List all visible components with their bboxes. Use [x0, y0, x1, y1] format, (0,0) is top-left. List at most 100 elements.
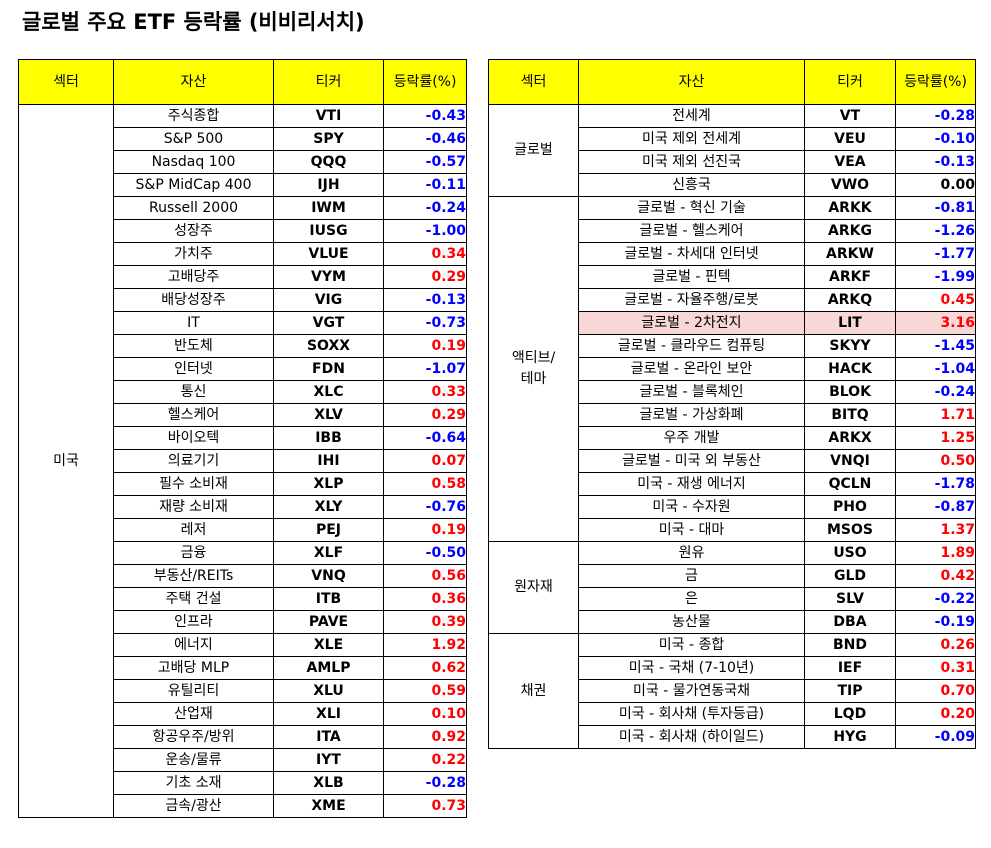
- table-row: 레저 PEJ 0.19: [19, 518, 467, 542]
- asset-cell: 항공우주/방위: [113, 725, 274, 749]
- change-cell: 0.19: [383, 518, 467, 542]
- ticker-cell: VNQI: [804, 449, 896, 473]
- change-cell: 0.29: [383, 265, 467, 289]
- table-row: 글로벌 - 미국 외 부동산 VNQI 0.50: [489, 449, 976, 473]
- asset-cell: 글로벌 - 블록체인: [578, 380, 805, 404]
- table-row: 의료기기 IHI 0.07: [19, 449, 467, 473]
- ticker-cell: XME: [273, 794, 384, 818]
- ticker-cell: QQQ: [273, 150, 384, 174]
- sector-cell: 액티브/ 테마: [488, 196, 579, 542]
- table-row: Nasdaq 100 QQQ -0.57: [19, 150, 467, 174]
- table-row: 고배당 MLP AMLP 0.62: [19, 656, 467, 680]
- ticker-cell: SKYY: [804, 334, 896, 358]
- table-row: 농산물 DBA -0.19: [489, 610, 976, 634]
- table-row: 우주 개발 ARKX 1.25: [489, 426, 976, 450]
- asset-cell: Russell 2000: [113, 196, 274, 220]
- table-row: 글로벌 - 핀텍 ARKF -1.99: [489, 265, 976, 289]
- table-row: 유틸리티 XLU 0.59: [19, 679, 467, 703]
- change-cell: -0.81: [895, 196, 976, 220]
- change-cell: 0.59: [383, 679, 467, 703]
- asset-cell: 유틸리티: [113, 679, 274, 703]
- asset-cell: 미국 - 회사채 (투자등급): [578, 702, 805, 726]
- us-etf-table: 섹터 자산 티커 등락률(%) 미국 주식종합 VTI -0.43 S&P 500 SPY…: [18, 59, 467, 818]
- asset-cell: 금속/광산: [113, 794, 274, 818]
- ticker-cell: VGT: [273, 311, 384, 335]
- asset-cell: 주식종합: [113, 104, 274, 128]
- change-cell: 0.73: [383, 794, 467, 818]
- change-cell: 0.07: [383, 449, 467, 473]
- asset-cell: 전세계: [578, 104, 805, 128]
- ticker-cell: XLY: [273, 495, 384, 519]
- change-cell: -0.10: [895, 127, 976, 151]
- asset-cell: 고배당주: [113, 265, 274, 289]
- asset-cell: 미국 제외 선진국: [578, 150, 805, 174]
- asset-cell: 인터넷: [113, 357, 274, 381]
- table-row: 인터넷 FDN -1.07: [19, 357, 467, 381]
- ticker-cell: AMLP: [273, 656, 384, 680]
- asset-cell: 글로벌 - 클라우드 컴퓨팅: [578, 334, 805, 358]
- change-cell: -1.04: [895, 357, 976, 381]
- table-row: 반도체 SOXX 0.19: [19, 334, 467, 358]
- table-row: 미국 - 물가연동국채 TIP 0.70: [489, 679, 976, 703]
- ticker-cell: XLU: [273, 679, 384, 703]
- table-row: 미국 - 회사채 (하이일드) HYG -0.09: [489, 725, 976, 749]
- ticker-cell: VLUE: [273, 242, 384, 266]
- change-cell: -0.57: [383, 150, 467, 174]
- table-row: IT VGT -0.73: [19, 311, 467, 335]
- table-row: 원자재 원유 USO 1.89: [488, 541, 976, 634]
- table-row: 글로벌 - 차세대 인터넷 ARKW -1.77: [489, 242, 976, 266]
- asset-cell: Nasdaq 100: [113, 150, 274, 174]
- table-row: 채권 미국 - 종합 BND 0.26: [488, 633, 976, 749]
- ticker-cell: ARKQ: [804, 288, 896, 312]
- change-cell: 1.25: [895, 426, 976, 450]
- change-cell: 0.45: [895, 288, 976, 312]
- asset-cell: 미국 제외 전세계: [578, 127, 805, 151]
- ticker-cell: VEU: [804, 127, 896, 151]
- table-row: 미국 제외 전세계 VEU -0.10: [489, 127, 976, 151]
- asset-cell: 글로벌 - 미국 외 부동산: [578, 449, 805, 473]
- ticker-cell: VTI: [273, 104, 384, 128]
- ticker-cell: XLB: [273, 771, 384, 795]
- change-cell: -0.28: [383, 771, 467, 795]
- ticker-cell: SOXX: [273, 334, 384, 358]
- change-cell: -0.13: [895, 150, 976, 174]
- asset-cell: 산업재: [113, 702, 274, 726]
- sector-cell: 원자재: [488, 541, 579, 634]
- asset-cell: 필수 소비재: [113, 472, 274, 496]
- change-cell: 0.62: [383, 656, 467, 680]
- ticker-cell: HYG: [804, 725, 896, 749]
- asset-cell: 미국 - 물가연동국채: [578, 679, 805, 703]
- change-cell: -0.24: [383, 196, 467, 220]
- change-cell: -0.11: [383, 173, 467, 197]
- table-row: 미국 주식종합 VTI -0.43: [18, 104, 467, 818]
- change-cell: -1.26: [895, 219, 976, 243]
- ticker-cell: XLP: [273, 472, 384, 496]
- asset-cell: 성장주: [113, 219, 274, 243]
- table-row: 글로벌 - 2차전지 LIT 3.16: [489, 311, 976, 335]
- change-cell: -1.77: [895, 242, 976, 266]
- global-etf-table: 섹터 자산 티커 등락률(%) 글로벌 전세계 VT -0.28 미국 제외 전세계 VE…: [488, 59, 976, 749]
- change-cell: -0.73: [383, 311, 467, 335]
- table-row: 글로벌 - 자율주행/로봇 ARKQ 0.45: [489, 288, 976, 312]
- change-cell: 0.10: [383, 702, 467, 726]
- asset-cell: 운송/물류: [113, 748, 274, 772]
- table-body: 미국 주식종합 VTI -0.43 S&P 500 SPY -0.46 Nasdaq 100 Q…: [18, 104, 467, 818]
- ticker-cell: VYM: [273, 265, 384, 289]
- asset-cell: 의료기기: [113, 449, 274, 473]
- ticker-cell: ARKG: [804, 219, 896, 243]
- table-body: 글로벌 전세계 VT -0.28 미국 제외 전세계 VEU -0.10 미국 제외 선진국 V…: [488, 104, 976, 749]
- change-cell: -0.50: [383, 541, 467, 565]
- ticker-cell: QCLN: [804, 472, 896, 496]
- ticker-cell: USO: [804, 541, 896, 565]
- ticker-cell: FDN: [273, 357, 384, 381]
- change-cell: 0.34: [383, 242, 467, 266]
- ticker-cell: ITB: [273, 587, 384, 611]
- ticker-cell: BLOK: [804, 380, 896, 404]
- header-sector: 섹터: [488, 59, 579, 105]
- asset-cell: 글로벌 - 혁신 기술: [578, 196, 805, 220]
- asset-cell: 글로벌 - 헬스케어: [578, 219, 805, 243]
- change-cell: 0.70: [895, 679, 976, 703]
- ticker-cell: XLV: [273, 403, 384, 427]
- asset-cell: 글로벌 - 가상화폐: [578, 403, 805, 427]
- ticker-cell: VEA: [804, 150, 896, 174]
